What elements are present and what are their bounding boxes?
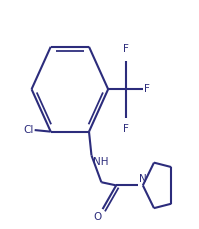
Text: NH: NH [93,157,108,167]
Text: N: N [139,174,147,184]
Text: F: F [144,84,150,94]
Text: F: F [123,124,129,134]
Text: O: O [93,212,101,222]
Text: F: F [123,44,129,55]
Text: Cl: Cl [23,125,33,135]
